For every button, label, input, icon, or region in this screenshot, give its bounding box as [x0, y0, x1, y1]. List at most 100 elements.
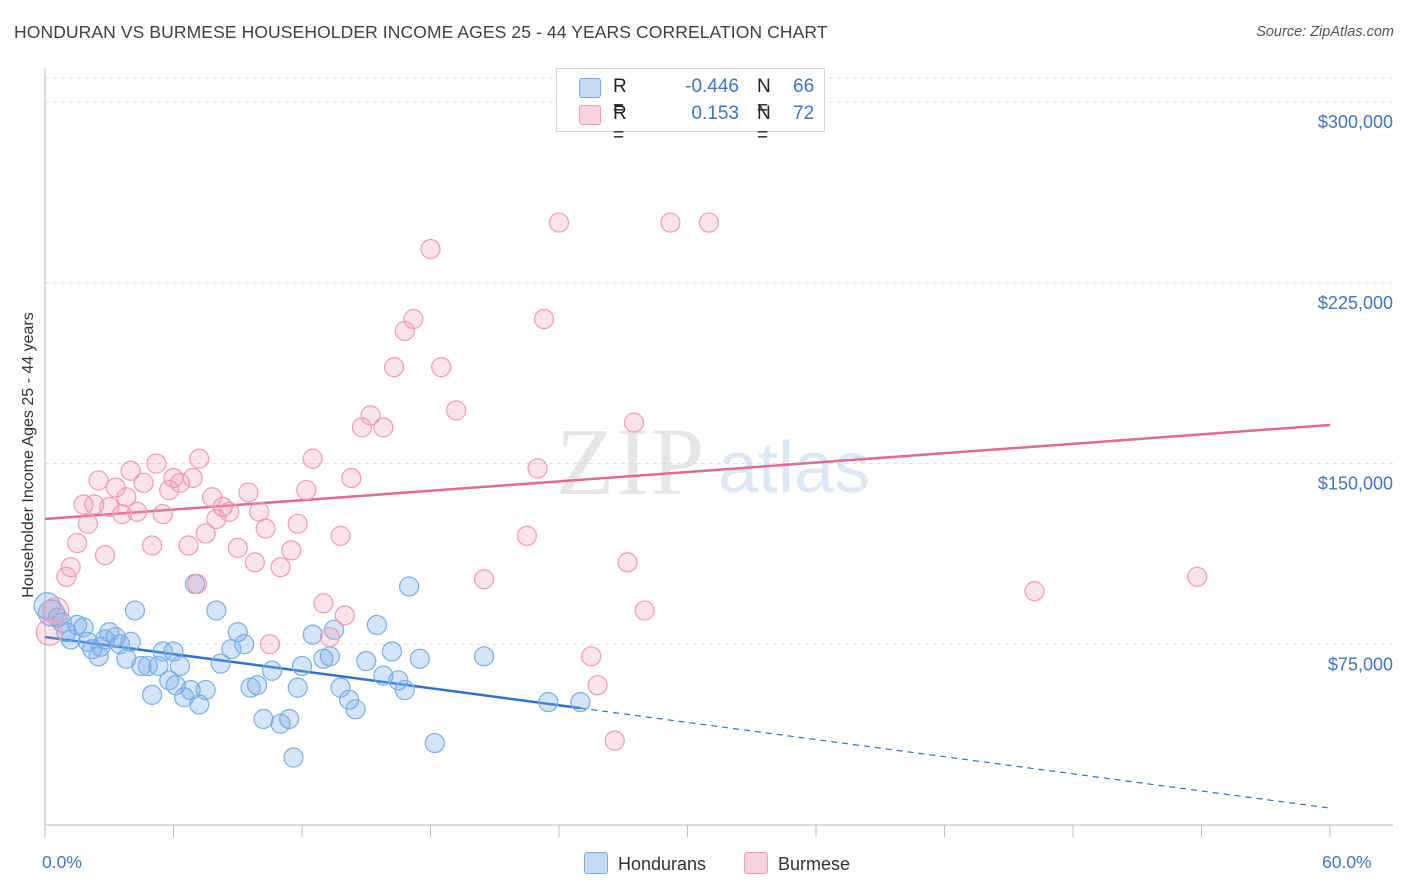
burmese-point: [178, 535, 199, 556]
burmese-legend-swatch: [744, 852, 768, 874]
hondurans-point: [141, 684, 163, 705]
hondurans-point: [152, 641, 173, 662]
hondurans-point: [124, 600, 146, 621]
burmese-point: [548, 212, 570, 233]
burmese-point: [1024, 581, 1045, 602]
burmese-point: [56, 566, 77, 587]
hondurans-legend-label: Hondurans: [618, 854, 707, 874]
burmese-point: [67, 532, 88, 554]
hondurans-swatch: [579, 78, 601, 98]
burmese-legend-label: Burmese: [778, 854, 851, 874]
burmese-point: [281, 540, 302, 561]
r-label: R =: [613, 76, 627, 119]
burmese-point: [186, 573, 208, 595]
r-value: 0.153: [691, 103, 739, 124]
watermark-zip: ZIP: [556, 408, 706, 515]
hondurans-point: [283, 747, 304, 768]
hondurans-point: [570, 692, 591, 713]
burmese-point: [244, 552, 265, 573]
burmese-point: [533, 308, 555, 330]
burmese-point: [60, 557, 81, 578]
hondurans-trend-extension: [580, 707, 1331, 809]
burmese-point: [403, 308, 424, 330]
correlation-legend: R = -0.446 N = 66 R = 0.153 N = 72: [556, 68, 825, 146]
hondurans-point: [246, 675, 268, 696]
burmese-point: [623, 412, 645, 433]
hondurans-point: [234, 634, 255, 655]
burmese-point: [249, 501, 270, 522]
burmese-point: [182, 467, 203, 489]
hondurans-point: [339, 689, 360, 710]
r-label: R =: [613, 103, 627, 146]
burmese-point: [587, 675, 608, 696]
hondurans-point: [319, 646, 340, 667]
hondurans-point: [120, 631, 141, 652]
hondurans-point: [394, 679, 415, 701]
burmese-point: [270, 557, 291, 578]
y-tick-label: $300,000: [1318, 112, 1393, 132]
trend-lines: [44, 423, 1331, 809]
burmese-point: [227, 537, 248, 558]
burmese-point: [446, 400, 467, 421]
burmese-point: [420, 238, 441, 260]
y-tick-label: $75,000: [1328, 654, 1393, 674]
burmese-point: [77, 513, 98, 534]
hondurans-point: [302, 624, 323, 645]
burmese-point: [255, 518, 276, 539]
burmese-point: [133, 472, 154, 493]
n-value: 72: [793, 103, 815, 124]
n-value: 66: [793, 76, 815, 97]
burmese-point: [159, 479, 180, 501]
hondurans-point: [345, 699, 366, 720]
burmese-point: [373, 417, 394, 438]
n-label: N =: [757, 76, 771, 119]
hondurans-point: [253, 708, 274, 730]
burmese-point: [302, 448, 323, 469]
burmese-point: [195, 523, 216, 544]
hondurans-trend-line: [44, 635, 581, 710]
burmese-point: [94, 545, 116, 566]
burmese-point: [617, 552, 638, 573]
burmese-point: [660, 212, 681, 233]
legend-item-burmese: Burmese: [744, 852, 850, 875]
burmese-point: [84, 494, 105, 515]
hondurans-point: [131, 655, 152, 677]
burmese-point: [634, 600, 655, 621]
burmese-point: [330, 525, 351, 546]
burmese-point: [313, 593, 334, 614]
burmese-swatch: [579, 105, 601, 125]
r-value: -0.446: [685, 76, 739, 97]
burmese-point: [383, 357, 405, 378]
data-points: [33, 212, 1208, 768]
hondurans-point: [373, 665, 394, 686]
x-max-label: 60.0%: [1322, 852, 1372, 872]
burmese-point: [341, 467, 362, 489]
burmese-point: [126, 501, 148, 522]
burmese-point: [141, 535, 163, 556]
hondurans-legend-swatch: [584, 852, 608, 874]
series-hondurans-points: [33, 573, 591, 768]
burmese-point: [35, 618, 63, 646]
burmese-point: [146, 453, 167, 474]
hondurans-point: [195, 679, 216, 701]
burmese-point: [287, 513, 308, 534]
burmese-point: [698, 212, 720, 233]
burmese-point: [360, 405, 381, 426]
burmese-point: [111, 504, 133, 525]
y-tick-labels: $75,000 $150,000 $225,000 $300,000: [1318, 112, 1393, 674]
burmese-point: [319, 626, 340, 648]
burmese-point: [334, 605, 355, 626]
axes: [44, 68, 1393, 837]
burmese-point: [473, 569, 495, 590]
hondurans-point: [137, 655, 158, 677]
burmese-point: [88, 470, 109, 491]
burmese-point: [238, 482, 259, 503]
y-tick-label: $150,000: [1318, 474, 1393, 494]
hondurans-point: [90, 636, 111, 657]
hondurans-point: [227, 622, 248, 643]
hondurans-point: [424, 732, 445, 754]
hondurans-point: [381, 641, 403, 662]
chart-title: HONDURAN VS BURMESE HOUSEHOLDER INCOME A…: [14, 22, 828, 42]
hondurans-point: [356, 651, 377, 672]
hondurans-point: [287, 677, 308, 698]
